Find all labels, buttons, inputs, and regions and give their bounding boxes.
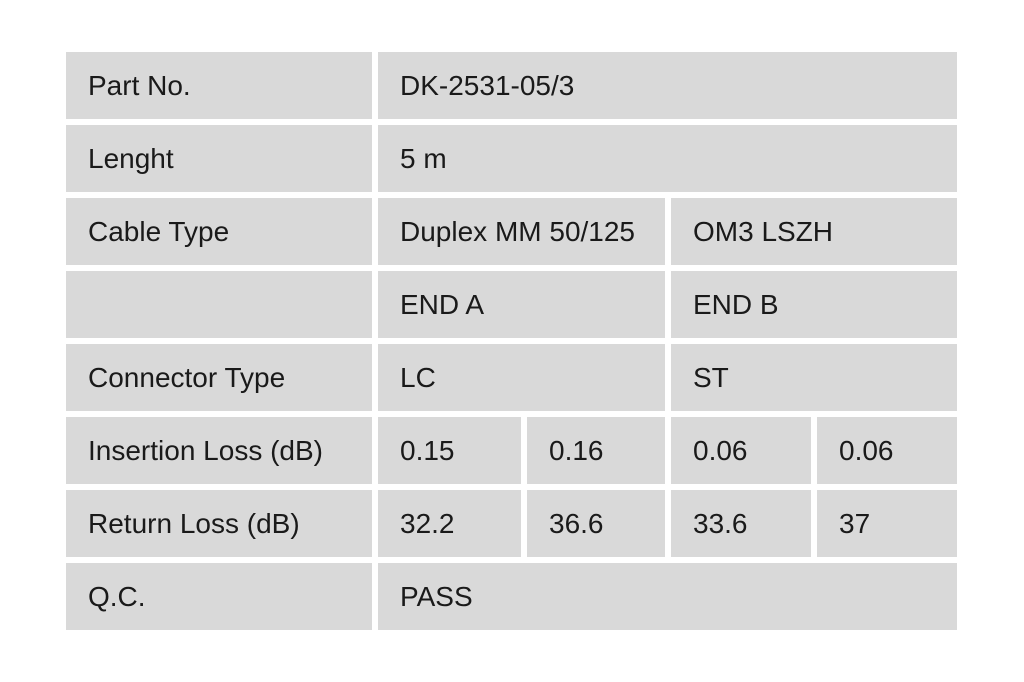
- cell-qc-value: PASS: [378, 563, 958, 630]
- table-row-connector-type: Connector Type LC ST: [66, 344, 958, 411]
- cell-insertion-loss-b1: 0.06: [671, 417, 811, 484]
- row-label-length: Lenght: [66, 125, 372, 192]
- table-row-part-no: Part No. DK-2531-05/3: [66, 52, 958, 119]
- row-label-qc: Q.C.: [66, 563, 372, 630]
- row-label-return-loss: Return Loss (dB): [66, 490, 372, 557]
- cell-length-value: 5 m: [378, 125, 958, 192]
- row-label-insertion-loss: Insertion Loss (dB): [66, 417, 372, 484]
- cell-insertion-loss-a2: 0.16: [527, 417, 665, 484]
- row-label-cable-type: Cable Type: [66, 198, 372, 265]
- table-row-cable-type: Cable Type Duplex MM 50/125 OM3 LSZH: [66, 198, 958, 265]
- table-row-qc: Q.C. PASS: [66, 563, 958, 630]
- table-row-return-loss: Return Loss (dB) 32.2 36.6 33.6 37: [66, 490, 958, 557]
- cell-connector-end-a: LC: [378, 344, 665, 411]
- cell-connector-end-b: ST: [671, 344, 958, 411]
- spec-table: Part No. DK-2531-05/3 Lenght 5 m Cable T…: [60, 46, 963, 636]
- cell-insertion-loss-b2: 0.06: [817, 417, 958, 484]
- cell-end-a-header: END A: [378, 271, 665, 338]
- cell-insertion-loss-a1: 0.15: [378, 417, 521, 484]
- cell-return-loss-b2: 37: [817, 490, 958, 557]
- cell-part-no-value: DK-2531-05/3: [378, 52, 958, 119]
- table-row-end-headers: END A END B: [66, 271, 958, 338]
- row-label-connector-type: Connector Type: [66, 344, 372, 411]
- row-label-part-no: Part No.: [66, 52, 372, 119]
- cell-return-loss-a2: 36.6: [527, 490, 665, 557]
- cell-end-b-header: END B: [671, 271, 958, 338]
- row-label-empty: [66, 271, 372, 338]
- cell-cable-type-b: OM3 LSZH: [671, 198, 958, 265]
- table-row-insertion-loss: Insertion Loss (dB) 0.15 0.16 0.06 0.06: [66, 417, 958, 484]
- cell-return-loss-b1: 33.6: [671, 490, 811, 557]
- table-row-length: Lenght 5 m: [66, 125, 958, 192]
- cell-cable-type-a: Duplex MM 50/125: [378, 198, 665, 265]
- cell-return-loss-a1: 32.2: [378, 490, 521, 557]
